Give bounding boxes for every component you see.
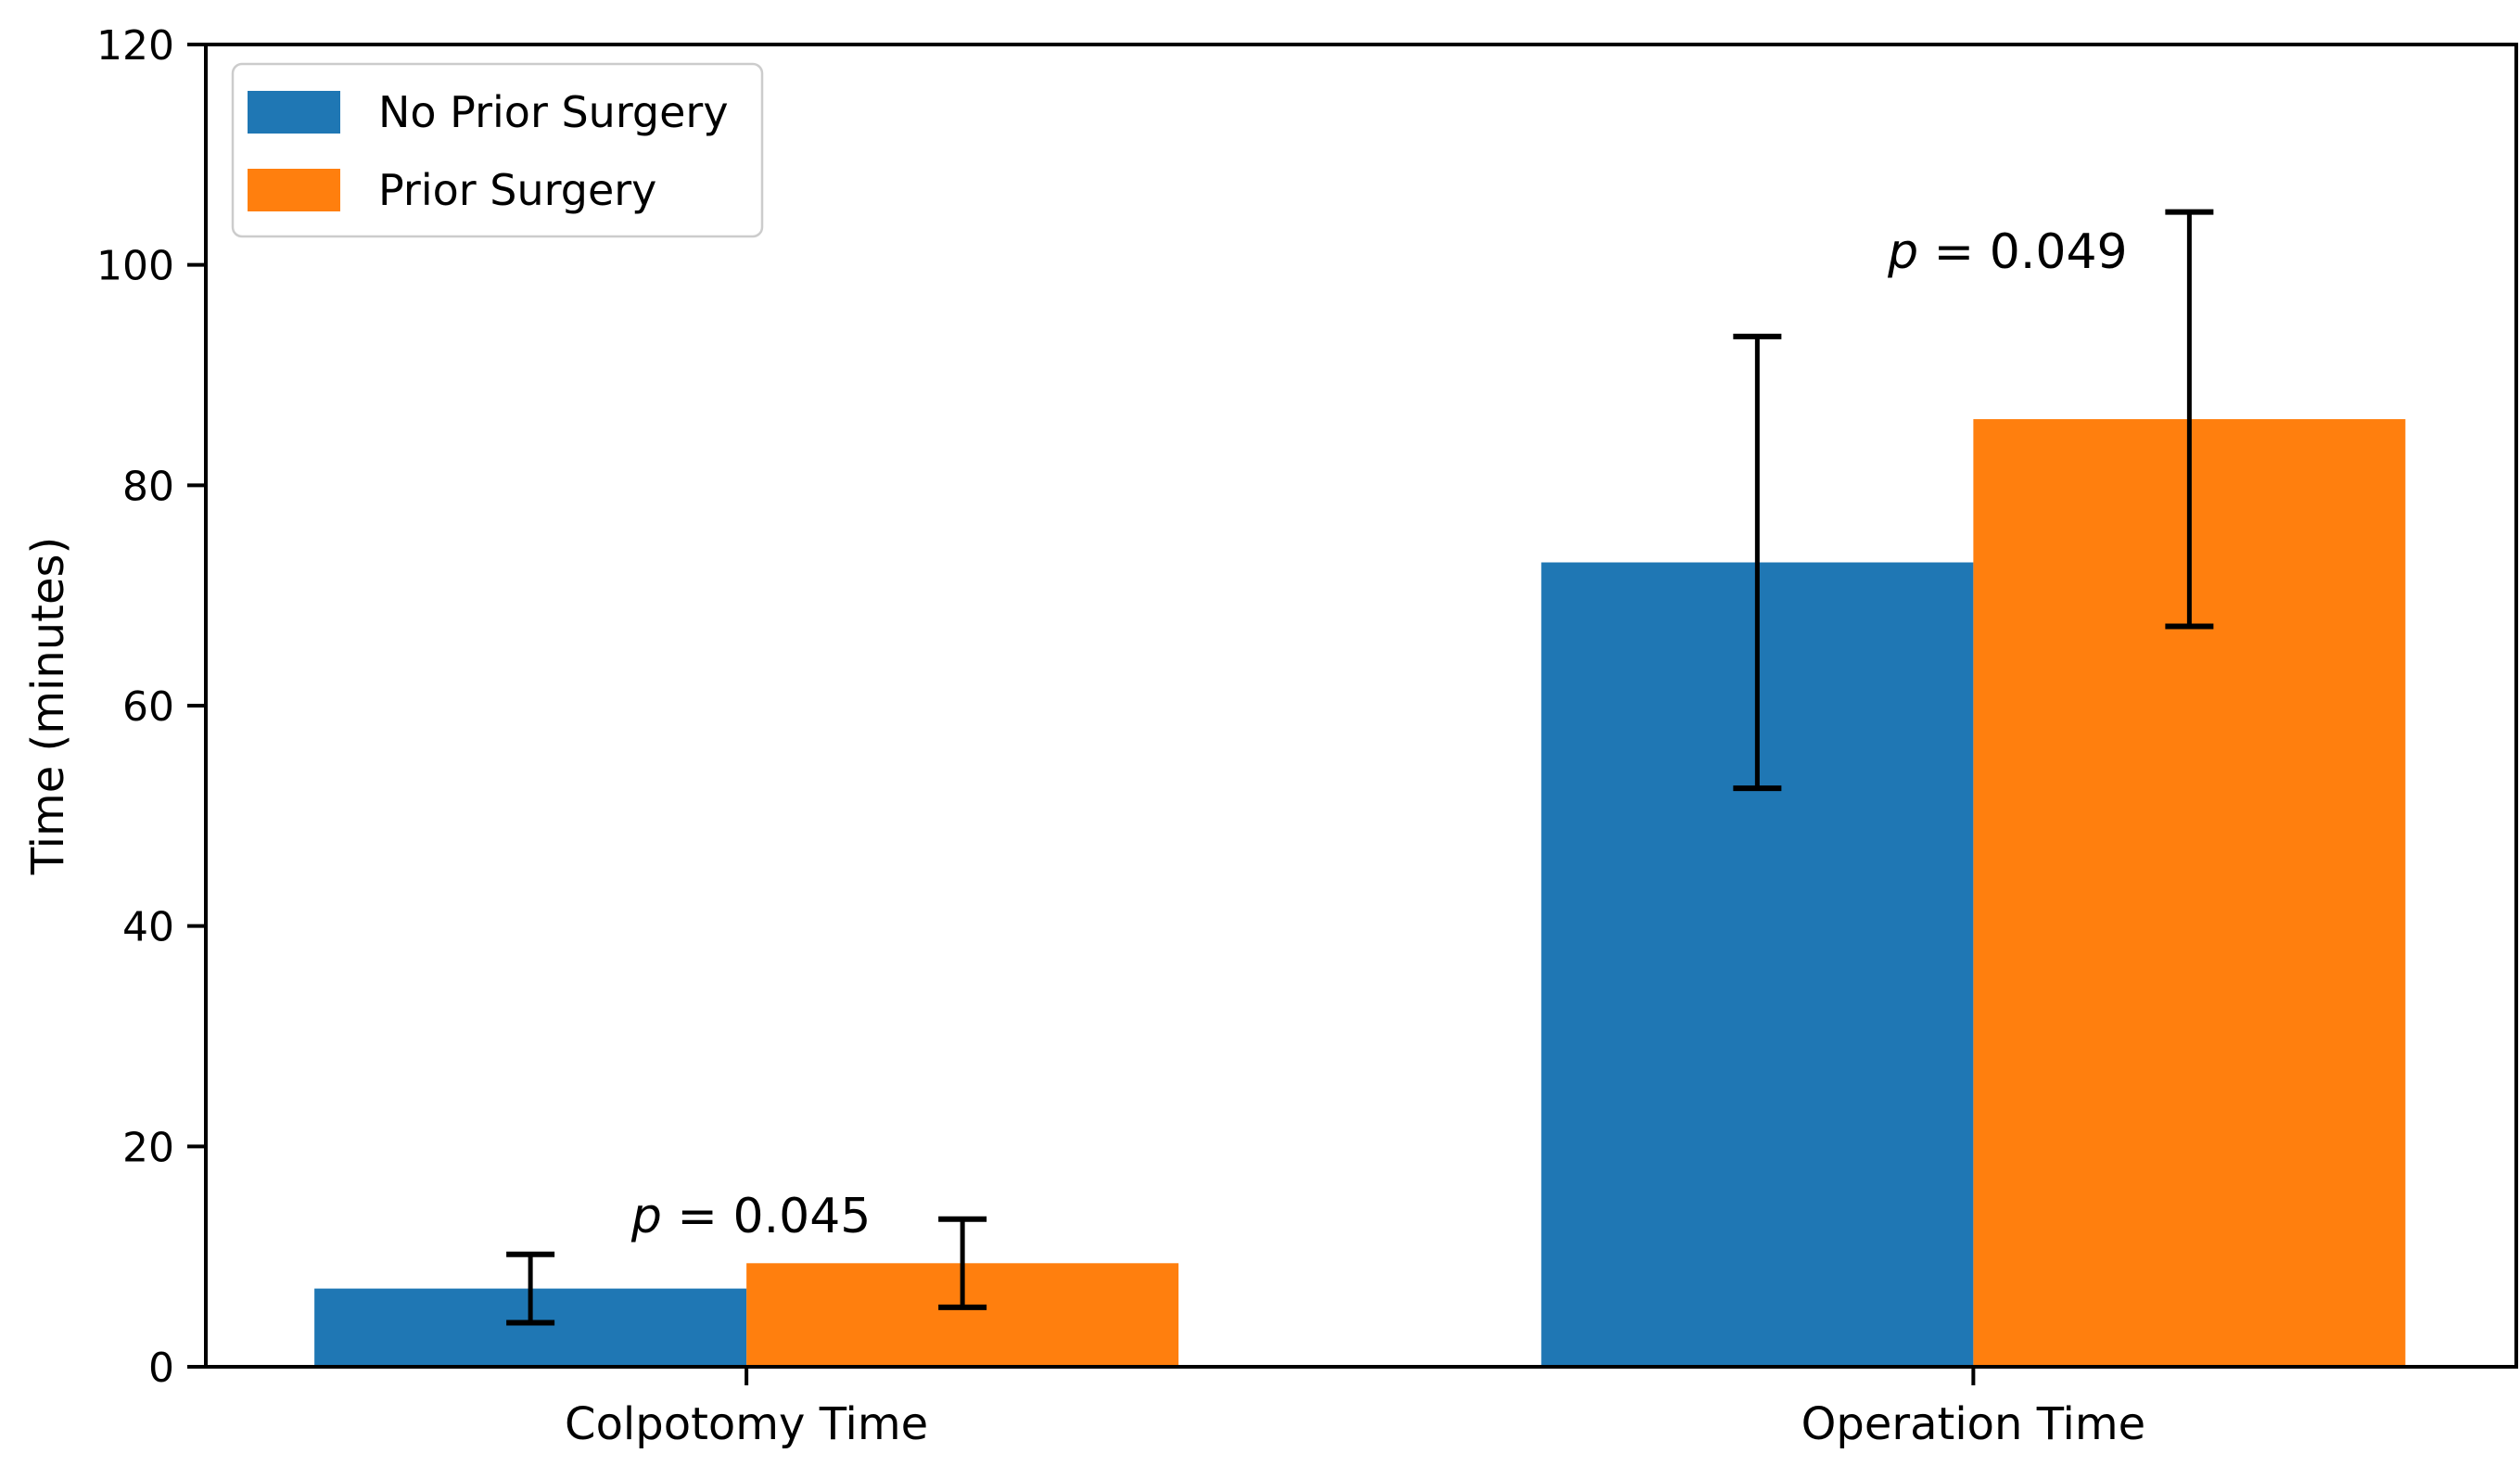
y-tick-label: 120 — [96, 22, 174, 70]
legend-label: No Prior Surgery — [378, 87, 729, 137]
legend-swatch — [248, 91, 340, 134]
legend-swatch — [248, 169, 340, 211]
error-bar — [506, 1251, 555, 1326]
y-tick-label: 60 — [122, 683, 174, 731]
y-tick-label: 0 — [148, 1345, 174, 1392]
x-tick-label: Operation Time — [1801, 1398, 2146, 1450]
y-tick-label: 80 — [122, 463, 174, 510]
p-value-annotation: p = 0.045 — [630, 1189, 872, 1244]
y-tick-label: 20 — [122, 1124, 174, 1171]
error-bar — [1733, 333, 1782, 792]
x-tick-label: Colpotomy Time — [565, 1398, 928, 1450]
y-tick-label: 40 — [122, 904, 174, 951]
p-value-annotation: p = 0.049 — [1887, 224, 2128, 280]
legend-box — [231, 62, 764, 238]
error-bar — [938, 1216, 987, 1310]
y-tick-label: 100 — [96, 243, 174, 290]
legend-label: Prior Surgery — [378, 165, 656, 215]
legend: No Prior Surgery Prior Surgery — [231, 62, 764, 238]
y-axis-label: Time (minutes) — [22, 537, 74, 875]
error-bar — [2165, 209, 2214, 630]
